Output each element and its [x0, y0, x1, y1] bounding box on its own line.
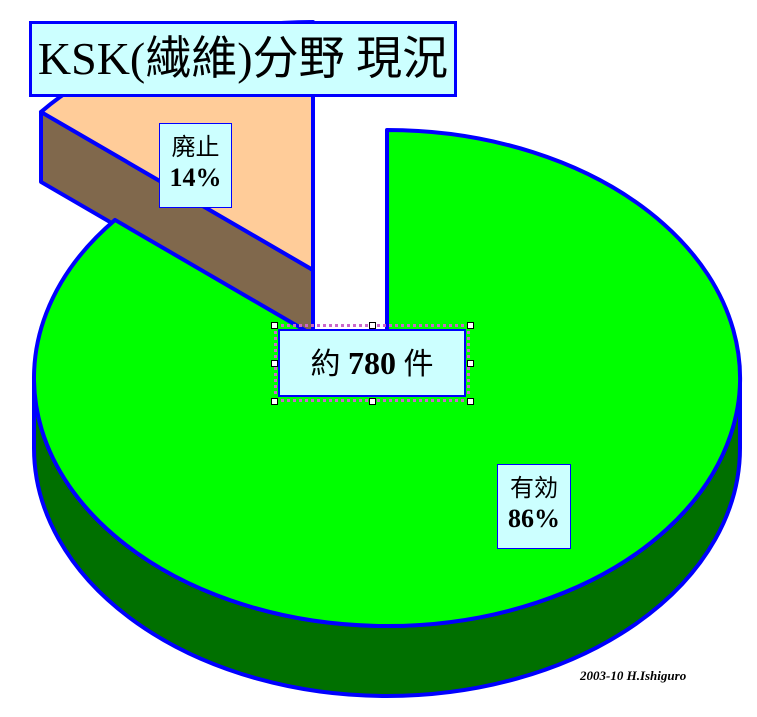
- center-total-label[interactable]: 約 780 件: [278, 329, 466, 397]
- center-suffix: 件: [403, 348, 434, 381]
- slice-name: 廃止: [171, 135, 220, 161]
- center-prefix: 約: [310, 348, 341, 381]
- resize-handle[interactable]: [369, 398, 376, 405]
- chart-title: KSK(繊維)分野 現況: [29, 21, 457, 97]
- slice-label-valid: 有効 86%: [497, 464, 571, 549]
- slice-name: 有効: [510, 476, 558, 502]
- resize-handle[interactable]: [467, 360, 474, 367]
- slice-percent: 86%: [508, 504, 560, 533]
- resize-handle[interactable]: [271, 398, 278, 405]
- slice-percent: 14%: [169, 163, 222, 192]
- resize-handle[interactable]: [369, 322, 376, 329]
- footer-credit: 2003-10 H.Ishiguro: [580, 668, 687, 683]
- resize-handle[interactable]: [271, 322, 278, 329]
- slice-label-abolished: 廃止 14%: [159, 123, 232, 208]
- resize-handle[interactable]: [467, 322, 474, 329]
- resize-handle[interactable]: [271, 360, 278, 367]
- center-value: 780: [348, 345, 396, 381]
- resize-handle[interactable]: [467, 398, 474, 405]
